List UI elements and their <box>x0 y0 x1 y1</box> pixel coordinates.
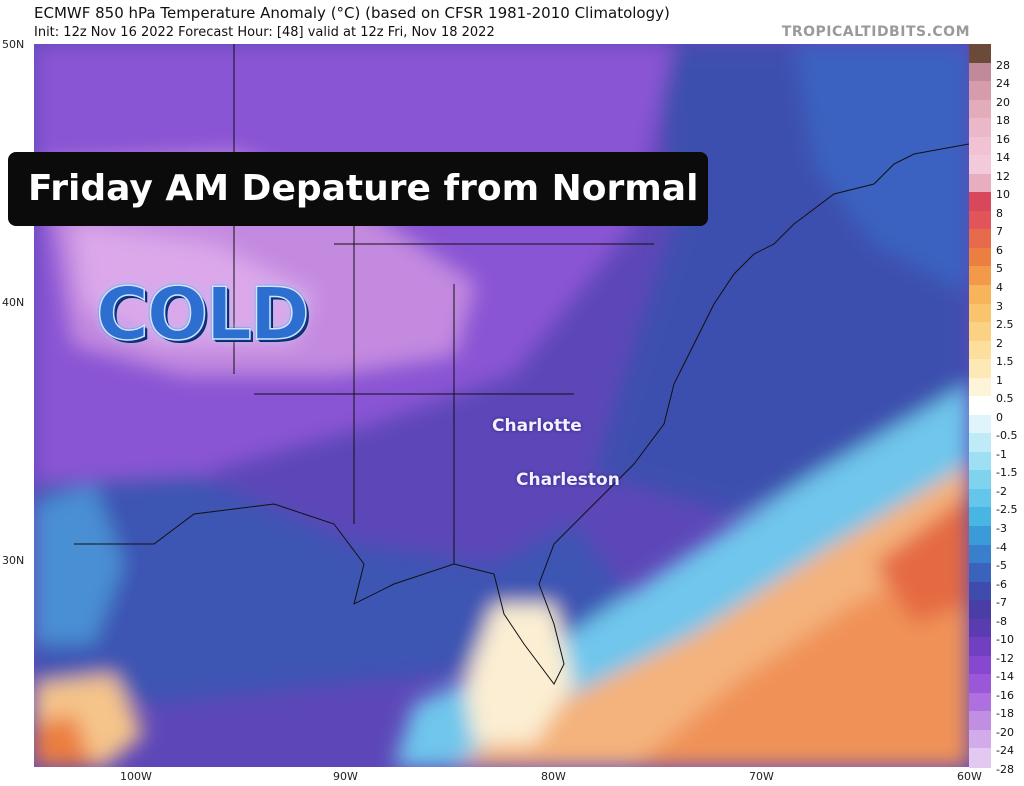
header: ECMWF 850 hPa Temperature Anomaly (°C) (… <box>0 0 1024 44</box>
colorbar-segment <box>969 748 991 768</box>
colorbar-tick-label: -28 <box>996 763 1014 776</box>
colorbar-segment <box>969 340 991 360</box>
colorbar-segment <box>969 674 991 694</box>
headline-banner: Friday AM Depature from Normal <box>8 152 708 226</box>
colorbar-tick-label: 16 <box>996 132 1010 146</box>
city-label-charleston: Charleston <box>516 470 620 490</box>
colorbar-tick-label: 1.5 <box>996 355 1014 369</box>
colorbar-tick-label: -1.5 <box>996 466 1018 480</box>
colorbar-segment <box>969 247 991 268</box>
colorbar-segment <box>969 433 991 453</box>
colorbar-segment <box>969 711 991 731</box>
colorbar-segment <box>969 44 991 64</box>
lon-label: 70W <box>749 770 774 783</box>
colorbar-tick-label: -20 <box>996 725 1014 739</box>
chart-subtitle: Init: 12z Nov 16 2022 Forecast Hour: [48… <box>34 25 495 40</box>
colorbar-tick-label: -18 <box>996 707 1014 721</box>
colorbar-tick-label: -6 <box>996 577 1007 591</box>
colorbar-segment <box>969 692 991 712</box>
colorbar-segment <box>969 414 991 434</box>
colorbar-tick-label: 0 <box>996 410 1003 424</box>
colorbar-tick-label: -5 <box>996 559 1007 573</box>
colorbar-tick-label: -3 <box>996 522 1007 535</box>
colorbar-segment <box>969 377 991 397</box>
colorbar-segment <box>969 451 991 471</box>
cold-label: COLD <box>95 271 310 357</box>
lon-label: 60W <box>957 770 982 783</box>
colorbar-tick-label: -2 <box>996 484 1007 498</box>
colorbar-tick-label: -7 <box>996 596 1007 610</box>
colorbar-segment <box>969 507 991 527</box>
colorbar-segment <box>969 266 991 286</box>
lat-label: 50N <box>2 38 25 51</box>
colorbar-segment <box>969 563 991 583</box>
colorbar-segment <box>969 581 991 601</box>
colorbar-segment <box>969 655 991 675</box>
colorbar-tick-label: -0.5 <box>996 429 1018 443</box>
colorbar-tick-label: 3 <box>996 299 1003 313</box>
colorbar-tick-label: 6 <box>996 243 1003 257</box>
colorbar-tick-label: -24 <box>996 744 1014 758</box>
lat-label: 30N <box>2 554 25 567</box>
colorbar-tick-label: 20 <box>996 95 1010 109</box>
colorbar-tick-label: 1 <box>996 373 1003 387</box>
colorbar-segment <box>969 322 991 342</box>
colorbar-tick-label: -16 <box>996 688 1014 702</box>
colorbar-segment <box>969 192 991 212</box>
colorbar-segment <box>969 396 991 416</box>
colorbar-tick-label: -12 <box>996 651 1014 665</box>
colorbar-tick-label: 2.5 <box>996 318 1014 332</box>
colorbar-segment <box>969 136 991 156</box>
colorbar-segment <box>969 637 991 657</box>
colorbar-tick-label: -8 <box>996 614 1007 628</box>
colorbar-segment <box>969 155 991 175</box>
colorbar-segment <box>969 118 991 138</box>
colorbar-segment <box>969 303 991 323</box>
colorbar-segment <box>969 618 991 638</box>
chart-title: ECMWF 850 hPa Temperature Anomaly (°C) (… <box>34 4 670 22</box>
headline-text: Friday AM Depature from Normal <box>28 168 699 209</box>
colorbar-segment <box>969 526 991 546</box>
city-label-charlotte: Charlotte <box>492 416 582 436</box>
colorbar-segment <box>969 173 991 193</box>
colorbar-segment <box>969 229 991 249</box>
colorbar-tick-label: 5 <box>996 262 1003 276</box>
colorbar-segment <box>969 62 991 82</box>
lon-label: 90W <box>333 770 358 783</box>
colorbar-tick-label: -1 <box>996 447 1007 461</box>
lon-label: 80W <box>541 770 566 783</box>
colorbar-tick-label: 28 <box>996 58 1010 72</box>
colorbar-segment <box>969 210 991 230</box>
colorbar-tick-label: 8 <box>996 206 1003 220</box>
lat-label: 40N <box>2 296 25 309</box>
colorbar-segment <box>969 600 991 620</box>
colorbar-tick-label: -2.5 <box>996 503 1018 517</box>
colorbar <box>969 44 991 768</box>
colorbar-segment <box>969 81 991 101</box>
lon-label: 100W <box>120 770 152 783</box>
colorbar-segment <box>969 359 991 379</box>
colorbar-segment <box>969 488 991 509</box>
colorbar-tick-label: 24 <box>996 77 1010 91</box>
colorbar-tick-label: 2 <box>996 336 1003 350</box>
colorbar-segment <box>969 285 991 305</box>
colorbar-segment <box>969 99 991 119</box>
colorbar-tick-label: 10 <box>996 188 1010 202</box>
colorbar-tick-label: 7 <box>996 225 1003 239</box>
colorbar-tick-label: 18 <box>996 114 1010 128</box>
colorbar-tick-label: 12 <box>996 169 1010 183</box>
colorbar-segment <box>969 729 991 750</box>
colorbar-segment <box>969 470 991 490</box>
brand-watermark: TROPICALTIDBITS.COM <box>781 24 970 40</box>
colorbar-tick-label: -14 <box>996 670 1014 684</box>
colorbar-tick-label: 4 <box>996 281 1003 294</box>
colorbar-tick-label: -4 <box>996 540 1007 554</box>
colorbar-tick-label: -10 <box>996 633 1014 647</box>
colorbar-tick-label: 14 <box>996 151 1010 165</box>
colorbar-tick-label: 0.5 <box>996 392 1014 406</box>
colorbar-segment <box>969 544 991 564</box>
